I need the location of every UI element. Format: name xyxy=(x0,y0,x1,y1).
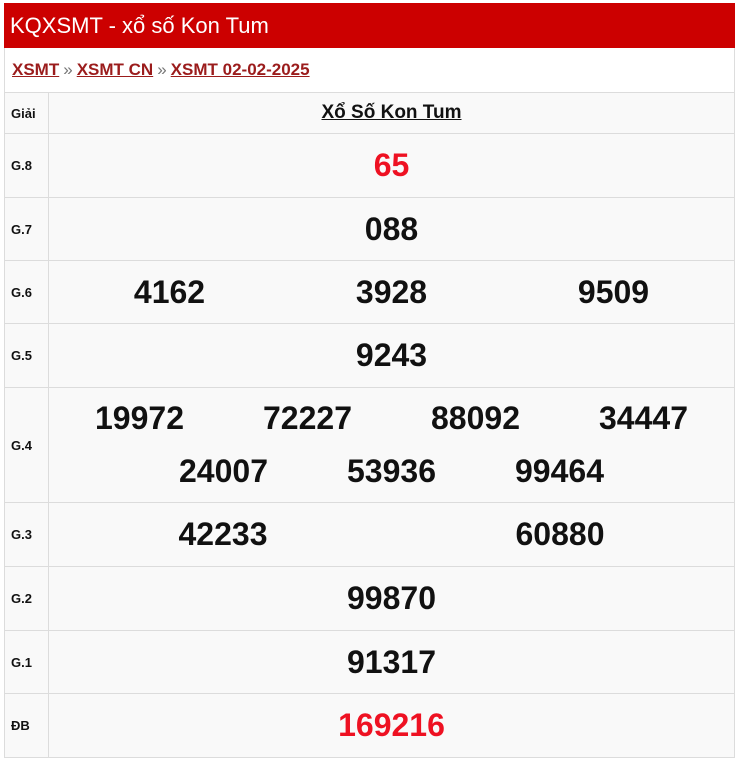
breadcrumb-date[interactable]: XSMT 02-02-2025 xyxy=(170,60,310,79)
prize-number: 9509 xyxy=(577,273,650,310)
breadcrumb-separator: » xyxy=(157,60,167,79)
row-g8: G.8 65 xyxy=(4,133,735,198)
col-header-prize: Giải xyxy=(4,92,49,134)
prize-label: G.7 xyxy=(4,197,49,261)
prize-number: 53936 xyxy=(347,453,436,489)
prize-label: G.1 xyxy=(4,630,49,694)
row-g7: G.7 088 xyxy=(4,197,735,261)
prize-number: 99464 xyxy=(515,453,604,489)
prize-number: 88092 xyxy=(431,400,520,436)
prize-number: 19972 xyxy=(95,400,184,436)
prize-number: 60880 xyxy=(515,516,605,552)
row-g6: G.6 4162 3928 9509 xyxy=(4,260,735,324)
prize-number: 72227 xyxy=(263,400,352,436)
breadcrumb-xsmt[interactable]: XSMT xyxy=(12,60,60,79)
prize-label: G.2 xyxy=(4,566,49,631)
prize-number: 24007 xyxy=(179,453,268,489)
prize-number: 91317 xyxy=(347,643,436,680)
breadcrumb-separator: » xyxy=(63,60,73,79)
prize-label: G.5 xyxy=(4,323,49,388)
prize-label: G.8 xyxy=(4,133,49,198)
prize-label: G.3 xyxy=(4,502,49,567)
prize-label: G.6 xyxy=(4,260,49,324)
prize-number: 99870 xyxy=(347,580,436,616)
results-panel: KQXSMT - xổ số Kon Tum XSMT» XSMT CN» XSMT… xyxy=(4,3,735,758)
row-g4: G.4 19972 72227 88092 34447 24007 53936 99464 xyxy=(4,387,735,503)
prize-number: 42233 xyxy=(178,516,268,552)
prize-label: G.4 xyxy=(4,387,49,503)
row-g1: G.1 91317 xyxy=(4,630,735,694)
results-table: Giải Xổ Số Kon Tum G.8 65 G.7 088 G.6 4162 39… xyxy=(4,92,735,758)
prize-label: ĐB xyxy=(4,693,49,758)
special-prize-number: 169216 xyxy=(338,707,445,743)
row-g5: G.5 9243 xyxy=(4,323,735,388)
prize-number: 3928 xyxy=(355,273,428,310)
breadcrumb-xsmt-cn[interactable]: XSMT CN xyxy=(76,60,154,79)
prize-number: 9243 xyxy=(355,337,428,373)
col-header-province: Xổ Số Kon Tum xyxy=(321,102,462,123)
row-special: ĐB 169216 xyxy=(4,693,735,758)
prize-number: 34447 xyxy=(599,400,688,436)
panel-title: KQXSMT - xổ số Kon Tum xyxy=(4,3,735,48)
row-g3: G.3 42233 60880 xyxy=(4,502,735,567)
row-g2: G.2 99870 xyxy=(4,566,735,631)
breadcrumb: XSMT» XSMT CN» XSMT 02-02-2025 xyxy=(4,48,735,92)
prize-number: 088 xyxy=(364,210,419,247)
prize-number: 65 xyxy=(373,147,410,183)
prize-number: 4162 xyxy=(133,273,206,310)
